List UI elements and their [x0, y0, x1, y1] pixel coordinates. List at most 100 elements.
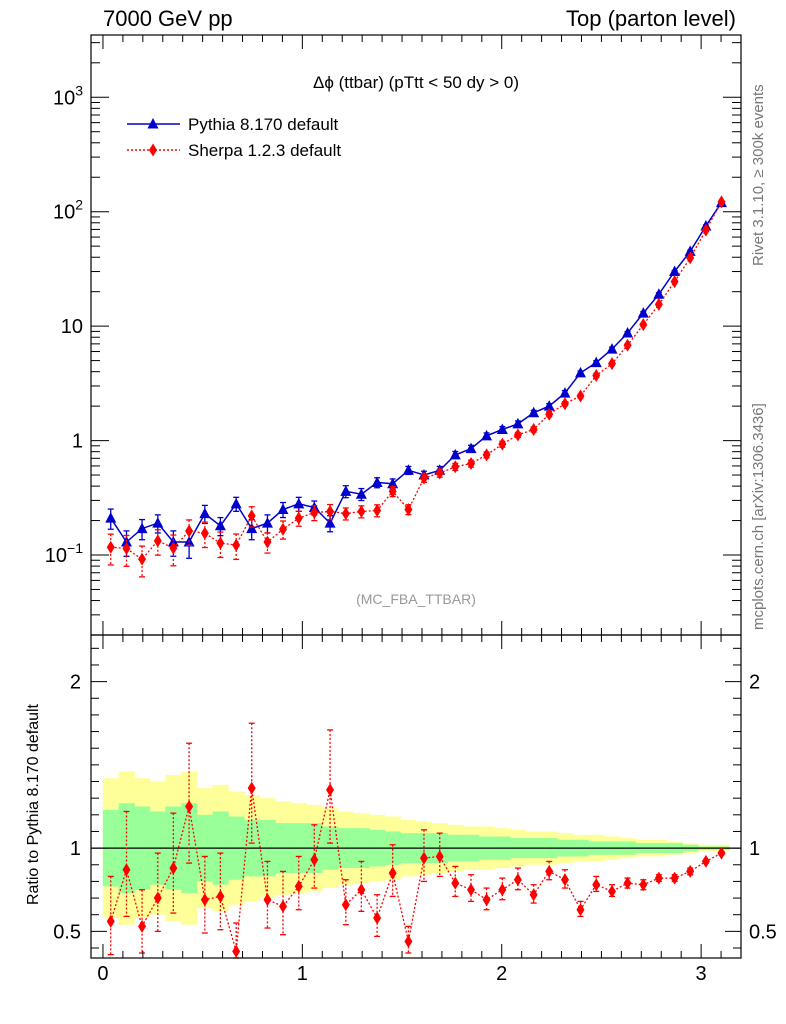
series-sherpa [106, 195, 726, 578]
header-right-label: Top (parton level) [566, 6, 736, 31]
data-point-triangle [543, 400, 555, 411]
ratio-data-point [498, 883, 507, 897]
data-point-triangle [387, 477, 399, 489]
data-point-triangle [105, 512, 117, 523]
ratio-data-point [451, 876, 460, 890]
data-point-diamond [216, 536, 225, 550]
ratio-data-point [639, 878, 648, 892]
data-point-diamond [451, 460, 460, 474]
ratio-data-point [435, 849, 444, 863]
data-point-triangle [261, 517, 273, 528]
y-tick-label: 10 [61, 316, 83, 338]
data-point-diamond [560, 397, 569, 411]
data-point-diamond [529, 422, 538, 436]
data-point-diamond [263, 535, 272, 549]
data-point-triangle [637, 307, 649, 318]
data-point-triangle [465, 442, 477, 454]
main-y-axis: 10−1 1 10 102 103 [45, 42, 741, 636]
data-point-diamond [310, 506, 319, 520]
data-point-triangle [277, 503, 289, 514]
data-point-diamond [169, 541, 178, 555]
data-point-diamond [153, 534, 162, 548]
series-pythia [105, 196, 727, 559]
series-line [110, 202, 723, 544]
data-point-diamond [513, 428, 522, 442]
ratio-data-point [607, 884, 616, 898]
ratio-data-point [138, 919, 147, 933]
ratio-data-point [686, 864, 695, 878]
data-point-diamond [623, 338, 632, 352]
ratio-data-point [294, 879, 303, 893]
ratio-data-point [326, 783, 335, 797]
data-point-triangle [622, 327, 634, 338]
ratio-y-tick-label-right: 1 [749, 838, 760, 860]
ratio-data-point [419, 851, 428, 865]
data-point-diamond [404, 502, 413, 516]
data-point-triangle [669, 265, 681, 277]
ratio-series-sherpa [106, 722, 726, 959]
data-point-triangle [559, 387, 571, 398]
ratio-data-point [310, 853, 319, 867]
ratio-data-point [341, 898, 350, 912]
ratio-y-tick-label: 0.5 [53, 921, 81, 943]
data-point-diamond [200, 526, 209, 540]
plot-title: Δϕ (ttbar) (pTtt < 50 dy > 0) [313, 73, 519, 92]
ratio-data-point [122, 863, 131, 877]
data-point-triangle [167, 535, 179, 547]
legend: Pythia 8.170 default Sherpa 1.2.3 default [127, 115, 341, 160]
data-point-diamond [498, 437, 507, 451]
ratio-y-axis: 0.5 0.5 1 1 2 2 [53, 647, 777, 949]
rivet-label: Rivet 3.1.10, ≥ 300k events [750, 84, 767, 266]
legend-label: Sherpa 1.2.3 default [188, 141, 341, 160]
y-tick-label: 103 [53, 82, 83, 109]
ratio-data-point [545, 864, 554, 878]
ratio-data-point [717, 846, 726, 860]
x-tick-label: 0 [97, 963, 108, 985]
data-point-triangle [590, 356, 602, 368]
data-point-diamond [670, 275, 679, 289]
ratio-data-point [529, 888, 538, 902]
ratio-data-point [576, 903, 585, 917]
ratio-data-point [623, 876, 632, 890]
data-point-diamond [138, 552, 147, 566]
data-point-diamond [232, 538, 241, 552]
data-point-triangle [293, 497, 305, 509]
data-point-diamond [357, 505, 366, 519]
data-point-diamond [419, 471, 428, 485]
data-point-diamond [279, 522, 288, 536]
ratio-y-axis-label: Ratio to Pythia 8.170 default [25, 703, 42, 905]
ratio-data-point [263, 893, 272, 907]
ratio-y-tick-label-right: 0.5 [749, 921, 777, 943]
ratio-data-point [482, 893, 491, 907]
legend-marker-diamond [149, 143, 157, 157]
ratio-data-point [467, 883, 476, 897]
ratio-data-point [404, 934, 413, 948]
data-point-triangle [199, 507, 211, 519]
data-point-triangle [340, 485, 352, 496]
ratio-data-point [216, 889, 225, 903]
ratio-data-point [670, 871, 679, 885]
ratio-data-point [106, 914, 115, 928]
ratio-data-point [701, 854, 710, 868]
ratio-data-point [388, 866, 397, 880]
data-point-diamond [294, 511, 303, 525]
data-point-diamond [341, 507, 350, 521]
ratio-data-point [592, 878, 601, 892]
data-point-diamond [654, 297, 663, 311]
data-point-triangle [574, 366, 586, 378]
data-point-triangle [606, 343, 618, 354]
legend-label: Pythia 8.170 default [188, 115, 339, 134]
data-point-triangle [402, 464, 414, 475]
data-point-triangle [512, 417, 524, 429]
data-point-triangle [136, 522, 148, 534]
data-point-triangle [355, 488, 367, 499]
ratio-data-point [232, 944, 241, 958]
data-point-triangle [324, 517, 336, 528]
data-point-triangle [371, 476, 383, 488]
ratio-data-point [357, 883, 366, 897]
data-point-diamond [717, 195, 726, 209]
legend-marker-triangle [147, 118, 159, 129]
ratio-series-line [110, 788, 722, 952]
